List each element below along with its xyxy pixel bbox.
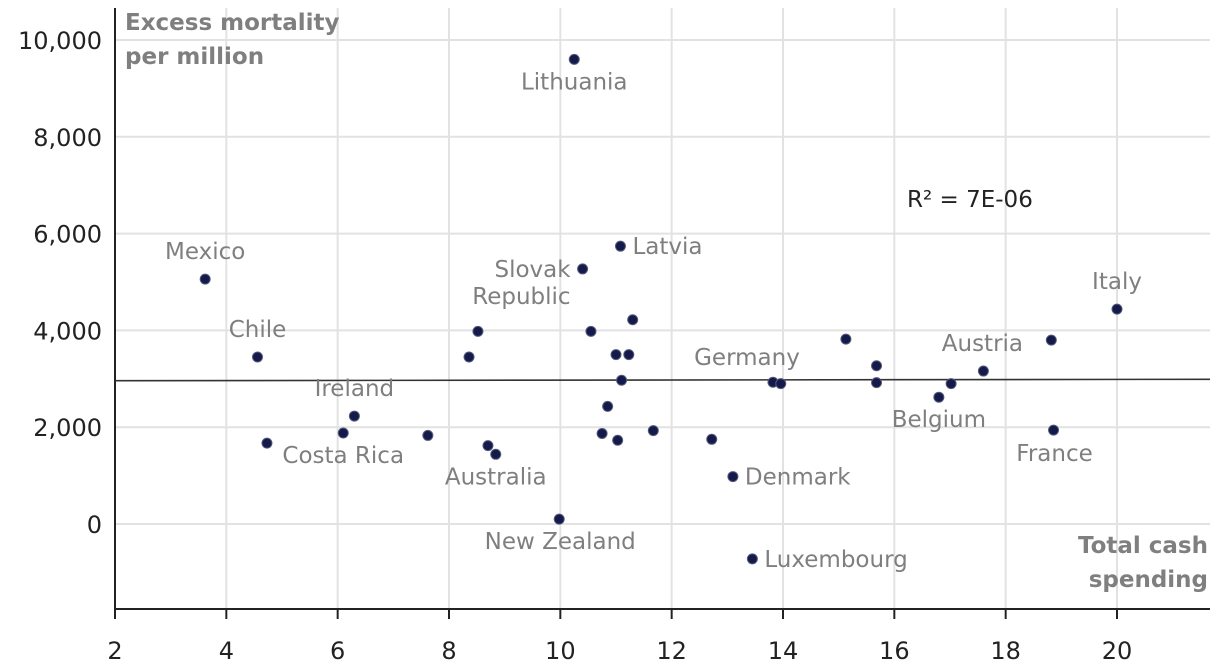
point-label-chile: Chile [229, 317, 287, 343]
point-label-new-zealand: New Zealand [485, 529, 636, 555]
point-label-italy: Italy [1092, 269, 1142, 295]
data-point-luxembourg [746, 553, 758, 565]
x-tick-label: 6 [330, 637, 345, 665]
data-point-italy [1111, 303, 1123, 315]
data-point-denmark [727, 471, 739, 483]
x-tick-label: 10 [545, 637, 576, 665]
data-point [482, 440, 494, 452]
point-label-ireland: Ireland [315, 376, 395, 402]
x-tick-label: 20 [1102, 637, 1133, 665]
data-point-slovak-republic [577, 263, 589, 275]
trend-line [114, 378, 1211, 382]
y-axis-title-line-1: Excess mortality [125, 10, 340, 36]
data-point [623, 349, 635, 361]
x-axis-ticks: 2 4 6 8 10 12 14 16 18 20 [107, 609, 1132, 665]
data-point [945, 378, 957, 390]
x-axis-title-line-1: Total cash [1078, 533, 1208, 559]
data-point [472, 325, 484, 337]
data-point [616, 374, 628, 386]
point-labels: Lithuania Latvia Slovak Republic Mexico Italy… [165, 69, 1142, 572]
point-label-germany: Germany [694, 345, 800, 371]
point-label-australia: Australia [445, 464, 547, 490]
data-point-chile [252, 351, 264, 363]
x-tick-label: 4 [219, 637, 234, 665]
point-label-austria: Austria [942, 331, 1023, 357]
data-point [647, 425, 659, 437]
y-tick-label: 0 [87, 511, 102, 539]
data-point [261, 437, 273, 449]
x-axis-title-line-2: spending [1089, 567, 1208, 593]
data-point-latvia [614, 240, 626, 252]
data-point-australia [490, 448, 502, 460]
data-point [706, 433, 718, 445]
data-point [871, 360, 883, 372]
y-tick-label: 4,000 [33, 317, 102, 345]
data-point [775, 378, 787, 390]
y-tick-label: 2,000 [33, 414, 102, 442]
point-label-mexico: Mexico [165, 239, 245, 265]
data-point [463, 351, 475, 363]
data-points [199, 53, 1123, 565]
data-point [602, 400, 614, 412]
x-tick-label: 12 [656, 637, 687, 665]
data-point-belgium [933, 391, 945, 403]
data-point [612, 434, 624, 446]
y-tick-label: 10,000 [18, 27, 102, 55]
grid-lines [114, 8, 1210, 609]
x-tick-label: 14 [768, 637, 799, 665]
point-label-denmark: Denmark [745, 465, 851, 491]
data-point [596, 427, 608, 439]
data-point [871, 377, 883, 389]
data-point [840, 333, 852, 345]
data-point-france [1048, 424, 1060, 436]
data-point [610, 349, 622, 361]
point-label-latvia: Latvia [632, 234, 702, 260]
x-tick-label: 18 [990, 637, 1021, 665]
point-label-lithuania: Lithuania [521, 69, 628, 95]
data-point-lithuania [568, 53, 580, 65]
x-tick-label: 16 [879, 637, 910, 665]
y-axis-title-line-2: per million [125, 44, 264, 70]
point-label-belgium: Belgium [892, 407, 986, 433]
data-point-ireland [348, 410, 360, 422]
data-point [627, 314, 639, 326]
data-point-mexico [199, 273, 211, 285]
x-tick-label: 8 [441, 637, 456, 665]
data-point-costa-rica [337, 427, 349, 439]
data-point-austria [977, 365, 989, 377]
point-label-costa-rica: Costa Rica [282, 443, 404, 469]
y-tick-label: 8,000 [33, 124, 102, 152]
point-label-luxembourg: Luxembourg [764, 547, 907, 573]
data-point [585, 325, 597, 337]
x-tick-label: 2 [107, 637, 122, 665]
y-tick-label: 6,000 [33, 221, 102, 249]
data-point [1045, 334, 1057, 346]
data-point [422, 429, 434, 441]
r-squared-annotation: R² = 7E-06 [907, 187, 1033, 213]
data-point-new-zealand [553, 513, 565, 525]
y-axis-ticks: 0 2,000 4,000 6,000 8,000 10,000 [18, 27, 102, 539]
point-label-france: France [1016, 441, 1092, 467]
point-label-slovak-republic: Slovak Republic [472, 257, 571, 310]
